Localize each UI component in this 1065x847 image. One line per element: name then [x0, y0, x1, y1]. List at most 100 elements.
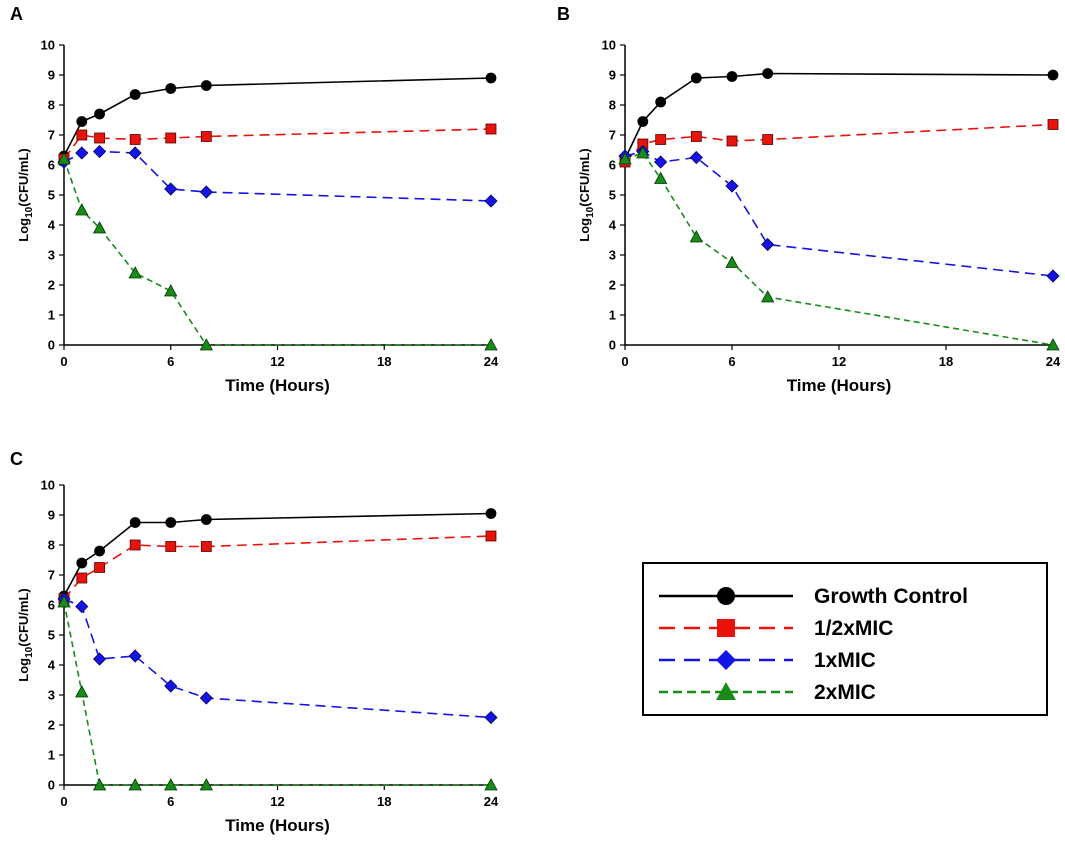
panel-a-y-tick-label: 9: [48, 68, 55, 83]
panel-b-point-2xmic: [760, 290, 775, 303]
panel-a-point-1-2xmic: [165, 132, 177, 144]
panel-a-x-tick-label: 12: [270, 354, 284, 369]
panel-c-point-growth-control: [485, 508, 497, 519]
panel-c-y-tick-label: 5: [48, 628, 55, 643]
panel-a-point-2xmic: [57, 152, 71, 165]
panel-b-point-2xmic: [689, 230, 704, 243]
panel-b-y-axis-title: Log10(CFU/mL): [577, 148, 596, 241]
panel-c-x-tick-label: 12: [270, 794, 284, 809]
panel-c-point-2xmic: [128, 778, 142, 791]
panel-c-x-tick-label: 6: [167, 794, 174, 809]
panel-c-y-axis-title: Log10(CFU/mL): [16, 588, 35, 681]
panel-b-point-growth-control: [1047, 69, 1059, 81]
panel-b-series-growth-control: [619, 68, 1059, 165]
panel-a-y-tick-label: 10: [41, 38, 55, 53]
panel-c-point-1-2xmic: [200, 541, 212, 552]
legend-label: Growth Control: [814, 585, 968, 608]
panel-a-x-tick-label: 6: [167, 354, 174, 369]
panel-c-point-1xmic: [75, 599, 89, 614]
panel-a-point-2xmic: [199, 338, 214, 351]
panel-c-point-growth-control: [200, 514, 212, 525]
legend-marker: [716, 682, 736, 700]
panel-a-y-tick-label: 6: [48, 158, 55, 173]
panel-c-point-1xmic: [199, 691, 213, 705]
panel-b-line-1xmic: [624, 150, 1054, 277]
panel-c-point-1-2xmic: [165, 541, 177, 552]
panel-a-y-tick-label: 8: [48, 98, 55, 113]
panel-c-point-1-2xmic: [485, 530, 497, 542]
panel-a-point-1-2xmic: [76, 129, 88, 141]
panel-b-point-2xmic: [725, 255, 739, 268]
panel-c-point-1-2xmic: [129, 539, 141, 551]
panel-a-point-1xmic: [75, 146, 89, 160]
legend-label: 2xMIC: [814, 681, 876, 704]
panel-b-series-1xmic: [618, 144, 1060, 283]
panel-b-point-1xmic: [654, 155, 668, 169]
panel-a-point-1-2xmic: [94, 132, 105, 144]
panel-a-series-2xmic: [57, 152, 498, 351]
panel-c-line-1xmic: [63, 598, 492, 719]
legend-entry-1-2xmic: 1/2xMIC: [659, 617, 893, 640]
panel-b-point-growth-control: [655, 96, 667, 108]
panel-c-y-tick-label: 9: [48, 508, 55, 523]
panel-c-point-2xmic: [199, 778, 214, 791]
panel-b-line-1-2xmic: [624, 123, 1054, 163]
panel-b-point-1-2xmic: [726, 135, 738, 147]
panel-a-point-growth-control: [165, 83, 177, 94]
panel-b-point-1xmic: [689, 150, 703, 165]
panel-a-line-2xmic: [63, 158, 491, 346]
panel-b-y-tick-label: 3: [609, 248, 616, 263]
panel-c-line-2xmic: [63, 601, 491, 786]
panel-a-y-tick-label: 2: [48, 278, 55, 293]
panel-c-y-tick-label: 0: [48, 778, 55, 793]
panel-c-line-growth-control: [63, 512, 492, 597]
panel-a-point-growth-control: [129, 89, 141, 100]
panel-c-y-tick-label: 3: [48, 688, 55, 703]
legend-box: [642, 562, 1048, 716]
panel-b-point-1-2xmic: [655, 134, 667, 145]
panel-c-point-1xmic: [93, 652, 107, 666]
panel-c-letter: C: [10, 449, 23, 469]
panel-b-point-2xmic: [653, 171, 668, 184]
panel-a-series-1-2xmic: [58, 123, 497, 165]
panel-b-y-tick-label: 8: [609, 98, 616, 113]
panel-c-x-axis-title: Time (Hours): [225, 816, 330, 835]
panel-c-y-tick-label: 6: [48, 598, 55, 613]
panel-b-series-2xmic: [618, 146, 1060, 351]
panel-a-point-growth-control: [94, 108, 105, 120]
panel-a-y-tick-label: 3: [48, 248, 55, 263]
panel-b-y-tick-label: 4: [609, 218, 617, 233]
panel-c-y-tick-label: 4: [48, 658, 56, 673]
legend-label: 1xMIC: [814, 649, 876, 672]
panel-c-series-1xmic: [57, 592, 498, 725]
panel-b-point-1xmic: [725, 179, 739, 193]
panel-c-point-1-2xmic: [76, 572, 88, 584]
panel-c-series-2xmic: [57, 595, 498, 791]
panel-b-y-tick-label: 2: [609, 278, 616, 293]
panel-c-point-2xmic: [164, 778, 178, 791]
panel-c-x-tick-label: 18: [377, 794, 391, 809]
panel-b-x-tick-label: 12: [832, 354, 846, 369]
panel-c-point-2xmic: [92, 778, 107, 791]
panel-a-x-tick-label: 24: [484, 354, 499, 369]
panel-a-y-tick-label: 5: [48, 188, 55, 203]
panel-a-x-tick-label: 0: [60, 354, 67, 369]
panel-a-y-tick-label: 7: [48, 128, 55, 143]
panel-a-point-1xmic: [93, 144, 107, 159]
legend-entry-2xmic: 2xMIC: [659, 681, 876, 704]
panel-a-x-axis-title: Time (Hours): [225, 376, 330, 395]
panel-a-point-growth-control: [485, 72, 497, 84]
panel-a-series-1xmic: [57, 144, 498, 208]
panel-a-y-tick-label: 0: [48, 338, 55, 353]
panel-b-x-tick-label: 6: [728, 354, 735, 369]
panel-b-point-growth-control: [690, 72, 702, 84]
panel-a-point-1xmic: [484, 194, 498, 208]
panel-b-y-tick-label: 10: [602, 38, 616, 53]
panel-b-point-growth-control: [637, 116, 649, 127]
panel-b-y-tick-label: 9: [609, 68, 616, 83]
panel-a-y-tick-label: 4: [48, 218, 56, 233]
panel-c-series-1-2xmic: [58, 530, 497, 605]
panel-b-y-tick-label: 5: [609, 188, 616, 203]
